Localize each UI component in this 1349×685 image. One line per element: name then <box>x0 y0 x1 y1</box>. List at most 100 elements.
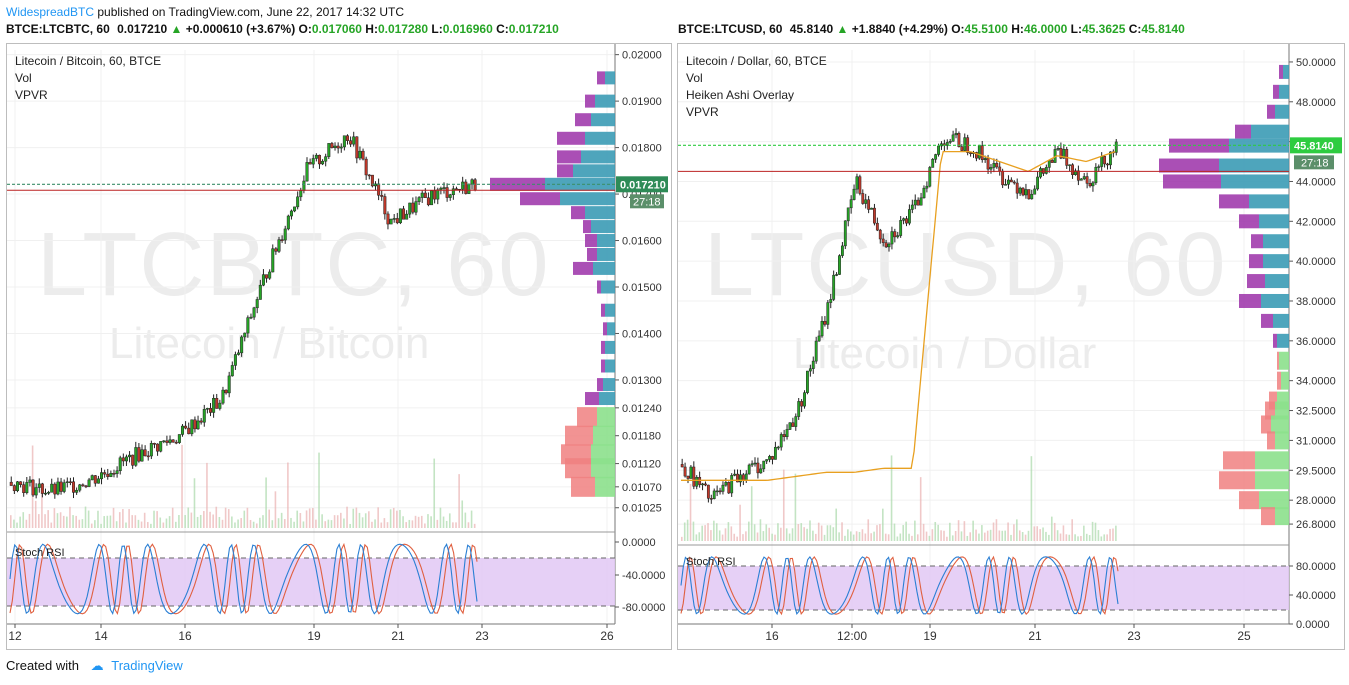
candle-down <box>756 462 760 474</box>
tradingview-brand-link[interactable]: TradingView <box>111 658 183 673</box>
candle-up <box>870 207 873 210</box>
left-stoch-label[interactable]: Stoch RSI <box>15 547 65 559</box>
vpvr-up-bar <box>603 378 615 392</box>
vpvr-up-bar <box>595 94 615 108</box>
candle-up <box>1047 160 1051 168</box>
volume-bar <box>1056 530 1059 541</box>
vpvr-up-bar <box>1279 351 1289 370</box>
candle-up <box>233 354 237 366</box>
volume-bar <box>1050 516 1053 541</box>
volume-bar <box>411 520 414 528</box>
candle-down <box>426 197 430 206</box>
y-tick-label: 0.01900 <box>622 96 662 108</box>
volume-bar <box>302 521 305 528</box>
right-legend-vpvr[interactable]: VPVR <box>686 105 719 119</box>
volume-bar <box>159 517 162 528</box>
volume-bar <box>59 512 62 528</box>
volume-bar <box>66 516 68 528</box>
candle-down <box>361 150 365 160</box>
candle-up <box>205 408 209 410</box>
volume-bar <box>1021 532 1024 541</box>
left-legend-vol[interactable]: Vol <box>15 71 32 85</box>
vpvr-up-bar <box>1219 158 1289 173</box>
volume-bar <box>355 507 358 528</box>
stoch-tick-label: 40.0000 <box>1296 590 1336 602</box>
author-link[interactable]: WidespreadBTC <box>6 5 95 19</box>
volume-bar <box>794 473 797 541</box>
tradingview-logo-icon[interactable]: ☁ <box>90 658 104 673</box>
volume-bar <box>336 515 339 528</box>
right-legend-heiken[interactable]: Heiken Ashi Overlay <box>686 88 795 102</box>
volume-bar <box>178 515 180 528</box>
volume-bar <box>954 531 957 541</box>
candle-up <box>342 135 346 148</box>
volume-bar <box>346 506 348 528</box>
candle-up <box>1074 170 1077 175</box>
left-chart-panel[interactable]: LTCBTC, 60 Litecoin / Bitcoin 0.01025 0.0… <box>6 43 672 650</box>
volume-bar <box>94 520 96 528</box>
volume-bar <box>983 532 986 541</box>
right-legend-vol[interactable]: Vol <box>686 71 703 85</box>
y-tick-label: 0.01240 <box>622 403 662 415</box>
y-tick-label: 29.5000 <box>1296 465 1336 477</box>
candle-up <box>913 199 917 206</box>
volume-bar <box>1007 522 1009 541</box>
candle-up <box>389 218 393 225</box>
published-text: published on TradingView.com, June 22, 2… <box>97 5 405 19</box>
candle-up <box>907 209 911 224</box>
vpvr-down-bar <box>1261 313 1273 328</box>
volume-bar <box>227 509 230 528</box>
volume-bar <box>1077 536 1079 541</box>
stoch-tick-label: 0.0000 <box>1296 619 1330 631</box>
volume-bar <box>788 533 791 541</box>
volume-bar <box>324 521 327 528</box>
volume-bar <box>252 521 255 528</box>
candle-up <box>855 176 859 190</box>
volume-bar <box>864 533 867 541</box>
y-tick-label: 0.01120 <box>622 459 661 471</box>
volume-bar <box>417 516 420 528</box>
volume-bar <box>876 525 878 541</box>
right-chart-svg[interactable]: 26.8000 28.0000 29.5000 31.0000 32.5000 34.00… <box>678 44 1344 649</box>
chart-header: WidespreadBTC published on TradingView.c… <box>0 0 1349 44</box>
vpvr-up-bar <box>1249 194 1289 209</box>
volume-bar <box>858 531 861 541</box>
left-legend-vpvr[interactable]: VPVR <box>15 88 48 102</box>
candle-up <box>794 416 798 427</box>
vpvr-down-bar <box>1239 214 1259 229</box>
volume-bar <box>75 515 77 528</box>
candle-up <box>56 481 60 495</box>
candle-up <box>1036 176 1040 190</box>
volume-bar <box>349 523 351 528</box>
candle-down <box>31 479 35 496</box>
candle-up <box>864 199 868 204</box>
vpvr-up-bar <box>1255 451 1289 470</box>
left-chart-svg[interactable]: 0.01025 0.01070 0.01120 0.01180 0.01240 0.013… <box>7 44 671 649</box>
left-legend-title[interactable]: Litecoin / Bitcoin, 60, BTCE <box>15 54 162 68</box>
right-chart-panel[interactable]: LTCUSD, 60 Litecoin / Dollar 26.8000 28.0… <box>677 43 1345 650</box>
right-symbol[interactable]: BTCE:LTCUSD, 60 <box>678 22 783 36</box>
volume-bar <box>287 462 289 528</box>
left-symbol[interactable]: BTCE:LTCBTC, 60 <box>6 22 110 36</box>
y-tick-label: 0.01500 <box>622 282 662 294</box>
volume-bar <box>199 514 202 528</box>
candle-down <box>1050 160 1054 163</box>
volume-bar <box>53 508 56 528</box>
candle-up <box>852 188 856 200</box>
right-legend-title[interactable]: Litecoin / Dollar, 60, BTCE <box>686 54 827 68</box>
volume-bar <box>22 512 25 528</box>
candle-up <box>835 274 838 276</box>
candle-down <box>81 484 85 487</box>
right-low: 45.3625 <box>1082 22 1126 36</box>
right-stoch-label[interactable]: Stoch RSI <box>686 556 736 568</box>
candle-down <box>858 176 862 194</box>
x-tick-label: 21 <box>1028 629 1042 643</box>
stoch-tick-label: -80.0000 <box>622 602 665 614</box>
volume-bar <box>467 522 470 528</box>
volume-bar <box>1068 534 1071 541</box>
volume-bar <box>327 519 330 528</box>
candle-up <box>814 340 818 362</box>
y-tick-label: 44.0000 <box>1296 176 1336 188</box>
volume-bar <box>90 523 93 528</box>
volume-bar <box>175 521 177 528</box>
